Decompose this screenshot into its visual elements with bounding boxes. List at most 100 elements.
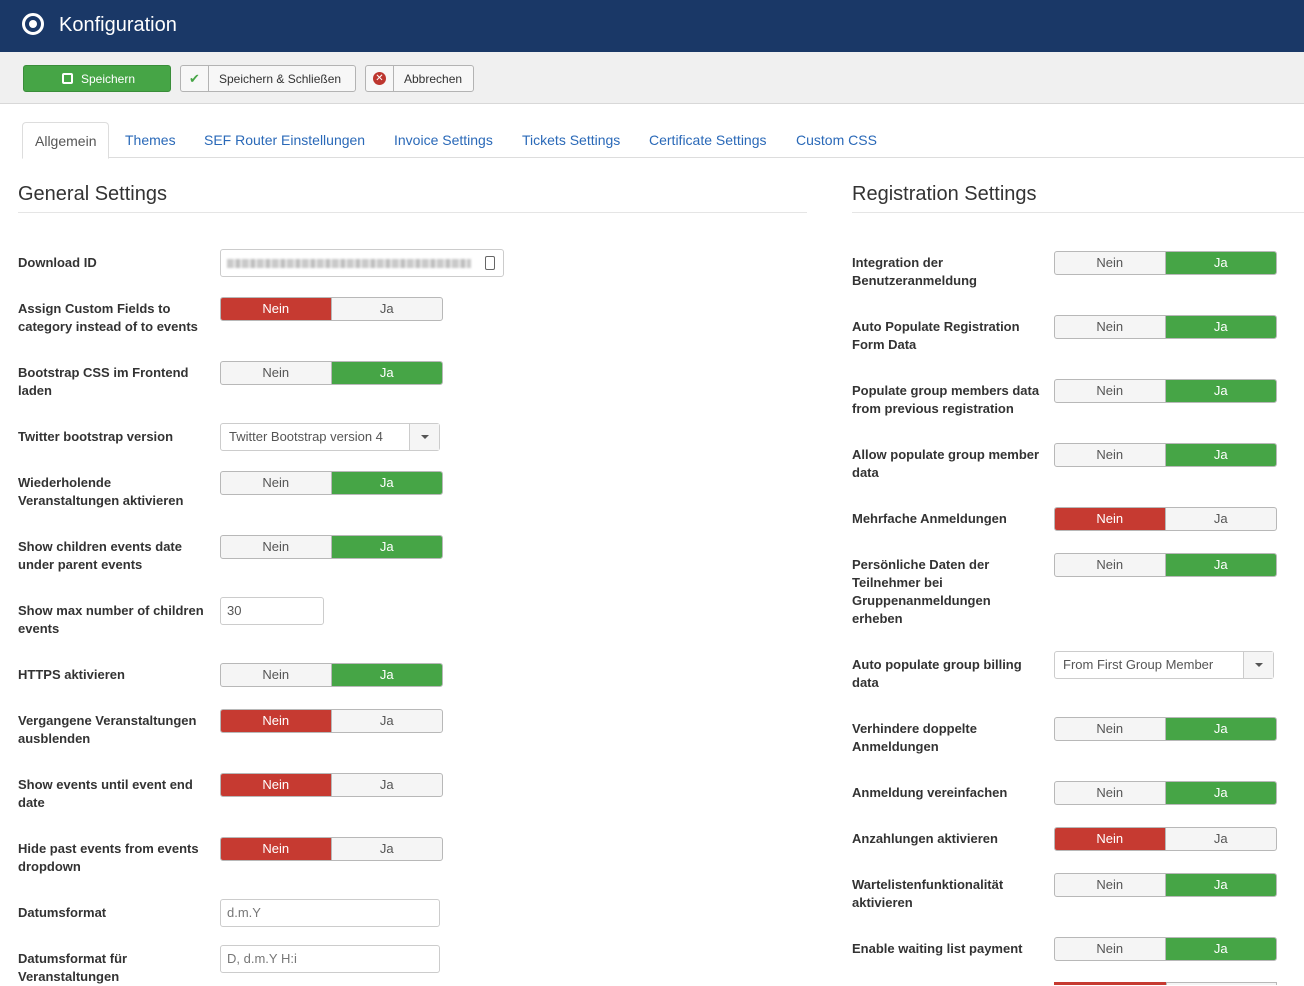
- toggle-yes[interactable]: Ja: [379, 301, 394, 316]
- cancel-icon: ✕: [366, 66, 394, 91]
- bootstrap-css-toggle[interactable]: Nein Ja: [220, 361, 443, 385]
- toggle-no[interactable]: Nein: [221, 298, 332, 320]
- top-bar: Konfiguration: [0, 0, 1304, 52]
- toggle-no[interactable]: Nein: [221, 362, 332, 384]
- event-date-format-input[interactable]: D, d.m.Y H:i: [220, 945, 440, 973]
- toggle-yes[interactable]: Ja: [1165, 938, 1276, 960]
- hide-past-toggle[interactable]: Nein Ja: [220, 709, 443, 733]
- tab-certificate-settings[interactable]: Certificate Settings: [649, 132, 767, 148]
- group-billing-select[interactable]: From First Group Member: [1054, 651, 1274, 679]
- toggle-yes[interactable]: Ja: [1165, 380, 1276, 402]
- registration-settings-title: Registration Settings: [852, 183, 1037, 205]
- toggle-yes[interactable]: Ja: [379, 841, 394, 856]
- toggle-yes[interactable]: Ja: [1213, 831, 1228, 846]
- toggle-no[interactable]: Nein: [1055, 718, 1166, 740]
- toggle-yes[interactable]: Ja: [379, 777, 394, 792]
- user-integration-toggle[interactable]: Nein Ja: [1054, 251, 1277, 275]
- date-format-label: Datumsformat: [18, 905, 107, 920]
- multiple-registrations-label: Mehrfache Anmeldungen: [852, 511, 1007, 526]
- lock-icon: [485, 256, 495, 270]
- multiple-registrations-toggle[interactable]: Nein Ja: [1054, 507, 1277, 531]
- toggle-yes[interactable]: Ja: [1213, 511, 1228, 526]
- toggle-no[interactable]: Nein: [221, 472, 332, 494]
- personal-data-label: Persönliche Daten der Teilnehmer bei Gru…: [852, 557, 991, 626]
- toggle-no[interactable]: Nein: [1055, 782, 1166, 804]
- auto-populate-toggle[interactable]: Nein Ja: [1054, 315, 1277, 339]
- children-date-label: Show children events date under parent e…: [18, 539, 182, 572]
- chevron-down-icon: [1243, 652, 1273, 678]
- twitter-version-select[interactable]: Twitter Bootstrap version 4: [220, 423, 440, 451]
- deposits-toggle[interactable]: Nein Ja: [1054, 827, 1277, 851]
- toggle-yes[interactable]: Ja: [1165, 554, 1276, 576]
- hide-past-label: Vergangene Veranstaltungen ausblenden: [18, 713, 197, 746]
- checkmark-icon: ✔: [181, 66, 209, 91]
- tab-themes[interactable]: Themes: [125, 132, 176, 148]
- save-button[interactable]: Speichern: [23, 65, 171, 92]
- toggle-no[interactable]: Nein: [1055, 938, 1166, 960]
- settings-tabs: Allgemein Themes SEF Router Einstellunge…: [22, 122, 1304, 159]
- toggle-no[interactable]: Nein: [221, 710, 332, 732]
- recurring-toggle[interactable]: Nein Ja: [220, 471, 443, 495]
- toggle-yes[interactable]: Ja: [1165, 444, 1276, 466]
- tab-custom-css[interactable]: Custom CSS: [796, 132, 877, 148]
- group-members-prev-label: Populate group members data from previou…: [852, 383, 1040, 416]
- toggle-yes[interactable]: Ja: [1165, 718, 1276, 740]
- tab-allgemein[interactable]: Allgemein: [22, 122, 110, 159]
- toggle-yes[interactable]: Ja: [331, 536, 442, 558]
- date-format-input[interactable]: d.m.Y: [220, 899, 440, 927]
- page-title: Konfiguration: [59, 14, 177, 36]
- toggle-no[interactable]: Nein: [1055, 828, 1166, 850]
- toggle-no[interactable]: Nein: [221, 774, 332, 796]
- waitlist-toggle[interactable]: Nein Ja: [1054, 873, 1277, 897]
- group-billing-label: Auto populate group billing data: [852, 657, 1022, 690]
- bootstrap-css-label: Bootstrap CSS im Frontend laden: [18, 365, 189, 398]
- prevent-duplicate-toggle[interactable]: Nein Ja: [1054, 717, 1277, 741]
- simplify-toggle[interactable]: Nein Ja: [1054, 781, 1277, 805]
- toggle-yes[interactable]: Ja: [331, 362, 442, 384]
- cropped-toggle[interactable]: [1054, 982, 1277, 985]
- hide-past-dropdown-toggle[interactable]: Nein Ja: [220, 837, 443, 861]
- https-toggle[interactable]: Nein Ja: [220, 663, 443, 687]
- toggle-yes[interactable]: Ja: [1165, 874, 1276, 896]
- toggle-yes[interactable]: Ja: [1165, 316, 1276, 338]
- toggle-no[interactable]: Nein: [1055, 444, 1166, 466]
- toggle-no[interactable]: Nein: [1055, 380, 1166, 402]
- divider: [18, 212, 807, 213]
- allow-group-populate-toggle[interactable]: Nein Ja: [1054, 443, 1277, 467]
- tab-sef-router[interactable]: SEF Router Einstellungen: [204, 132, 366, 148]
- toggle-no[interactable]: Nein: [1055, 508, 1166, 530]
- group-members-prev-toggle[interactable]: Nein Ja: [1054, 379, 1277, 403]
- waitlist-payment-label: Enable waiting list payment: [852, 941, 1023, 956]
- hide-past-dropdown-label: Hide past events from events dropdown: [18, 841, 199, 874]
- until-end-label: Show events until event end date: [18, 777, 193, 810]
- custom-fields-label: Assign Custom Fields to category instead…: [18, 301, 198, 334]
- toggle-no[interactable]: Nein: [221, 838, 332, 860]
- auto-populate-label: Auto Populate Registration Form Data: [852, 319, 1020, 352]
- tab-invoice-settings[interactable]: Invoice Settings: [394, 132, 493, 148]
- toggle-no[interactable]: Nein: [1055, 874, 1166, 896]
- cancel-button[interactable]: ✕ Abbrechen: [365, 65, 474, 92]
- toggle-no[interactable]: Nein: [221, 664, 332, 686]
- toggle-no[interactable]: Nein: [1055, 554, 1166, 576]
- until-end-toggle[interactable]: Nein Ja: [220, 773, 443, 797]
- children-date-toggle[interactable]: Nein Ja: [220, 535, 443, 559]
- toggle-no[interactable]: Nein: [1055, 252, 1166, 274]
- custom-fields-toggle[interactable]: Nein Ja: [220, 297, 443, 321]
- toggle-yes[interactable]: Ja: [331, 472, 442, 494]
- waitlist-label: Wartelistenfunktionalität aktivieren: [852, 877, 1004, 910]
- toggle-yes[interactable]: Ja: [1165, 252, 1276, 274]
- toggle-yes[interactable]: Ja: [331, 664, 442, 686]
- max-children-input[interactable]: 30: [220, 597, 324, 625]
- waitlist-payment-toggle[interactable]: Nein Ja: [1054, 937, 1277, 961]
- toggle-yes[interactable]: Ja: [379, 713, 394, 728]
- tab-tickets-settings[interactable]: Tickets Settings: [522, 132, 621, 148]
- divider: [852, 212, 1304, 213]
- toggle-yes[interactable]: Ja: [1165, 782, 1276, 804]
- download-id-field[interactable]: [220, 249, 504, 277]
- personal-data-toggle[interactable]: Nein Ja: [1054, 553, 1277, 577]
- prevent-duplicate-label: Verhindere doppelte Anmeldungen: [852, 721, 977, 754]
- save-close-button[interactable]: ✔ Speichern & Schließen: [180, 65, 356, 92]
- toolbar: Speichern ✔ Speichern & Schließen ✕ Abbr…: [0, 52, 1304, 104]
- toggle-no[interactable]: Nein: [1055, 316, 1166, 338]
- toggle-no[interactable]: Nein: [221, 536, 332, 558]
